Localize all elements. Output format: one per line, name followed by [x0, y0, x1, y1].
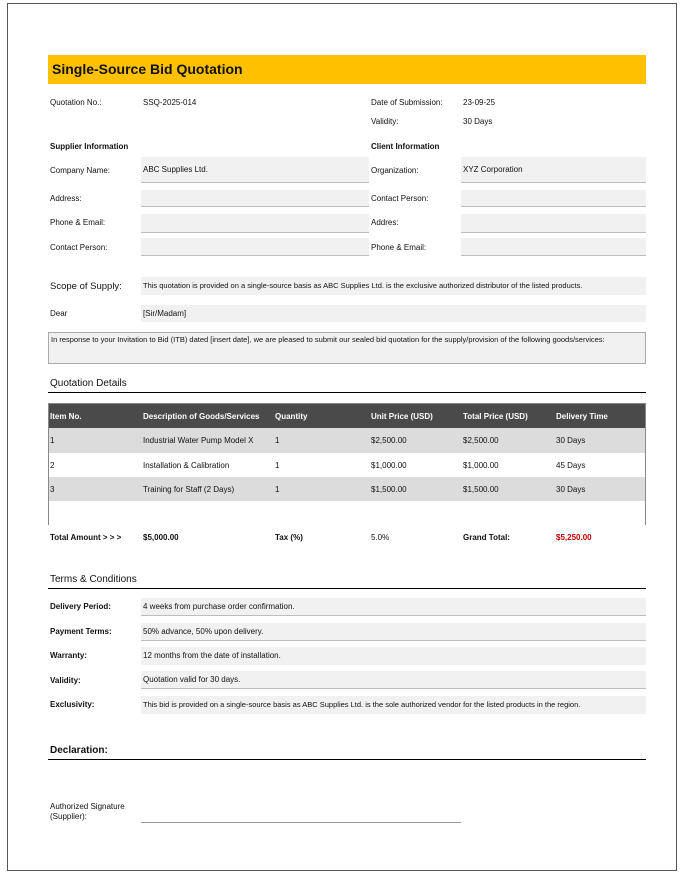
payment-terms-field[interactable]: [141, 623, 646, 641]
tax-value[interactable]: 5.0%: [371, 533, 390, 542]
validity-term-label: Validity:: [50, 676, 81, 685]
cell: $1,000.00: [463, 461, 499, 470]
cell: Training for Staff (2 Days): [143, 485, 235, 494]
cell: 1: [275, 436, 280, 445]
client-contact-label: Contact Person:: [371, 194, 429, 203]
supplier-address-label: Address:: [50, 194, 82, 203]
cell: $1,000.00: [371, 461, 407, 470]
signature-label-line2: (Supplier):: [50, 812, 87, 821]
cell: $1,500.00: [463, 485, 499, 494]
validity-term-field[interactable]: [141, 671, 646, 689]
table-row[interactable]: 3 Training for Staff (2 Days) 1 $1,500.0…: [49, 477, 645, 501]
signature-line[interactable]: [141, 822, 461, 823]
scope-field[interactable]: [141, 277, 646, 295]
client-address-label: Addres:: [371, 218, 399, 227]
scope-label: Scope of Supply:: [50, 281, 122, 292]
table-header: Item No. Description of Goods/Services Q…: [49, 404, 645, 428]
supplier-address-field[interactable]: [141, 190, 369, 207]
company-name-label: Company Name:: [50, 166, 111, 175]
supplier-phone-email-label: Phone & Email:: [50, 218, 106, 227]
signature-label-line1: Authorized Signature: [50, 802, 125, 811]
terms-heading: Terms & Conditions: [50, 574, 137, 585]
quotation-rule: [48, 392, 646, 393]
total-amount-label: Total Amount > > >: [50, 533, 122, 542]
col-description: Description of Goods/Services: [143, 412, 260, 421]
cell: 2: [50, 461, 55, 470]
validity-value[interactable]: 30 Days: [463, 117, 493, 126]
tax-label: Tax (%): [275, 533, 303, 542]
cell: 1: [275, 485, 280, 494]
page-title: Single-Source Bid Quotation: [48, 55, 646, 84]
delivery-period-value[interactable]: 4 weeks from purchase order confirmation…: [143, 602, 295, 611]
cell: $2,500.00: [371, 436, 407, 445]
quotation-heading: Quotation Details: [50, 378, 127, 389]
client-phone-email-label: Phone & Email:: [371, 243, 427, 252]
quotation-no-value[interactable]: SSQ-2025-014: [143, 98, 197, 107]
date-label: Date of Submission:: [371, 98, 443, 107]
organization-value[interactable]: XYZ Corporation: [463, 165, 523, 174]
client-contact-field[interactable]: [461, 190, 646, 207]
cell: 3: [50, 485, 55, 494]
payment-terms-label: Payment Terms:: [50, 627, 112, 636]
total-amount-value: $5,000.00: [143, 533, 179, 542]
supplier-contact-field[interactable]: [141, 238, 369, 256]
company-name-value[interactable]: ABC Supplies Ltd.: [143, 165, 208, 174]
cell: $2,500.00: [463, 436, 499, 445]
supplier-phone-email-field[interactable]: [141, 214, 369, 233]
payment-terms-value[interactable]: 50% advance, 50% upon delivery.: [143, 627, 264, 636]
warranty-label: Warranty:: [50, 651, 88, 660]
col-quantity: Quantity: [275, 412, 308, 421]
cell: 30 Days: [556, 485, 586, 494]
quotation-no-label: Quotation No.:: [50, 98, 102, 107]
grand-total-label: Grand Total:: [463, 533, 510, 542]
cell: 45 Days: [556, 461, 586, 470]
date-value[interactable]: 23-09-25: [463, 98, 496, 107]
supplier-contact-label: Contact Person:: [50, 243, 108, 252]
cell: $1,500.00: [371, 485, 407, 494]
supplier-heading: Supplier Information: [50, 142, 129, 151]
validity-label: Validity:: [371, 117, 399, 126]
table-row-empty[interactable]: [49, 501, 645, 525]
declaration-heading: Declaration:: [50, 745, 108, 756]
quotation-table: Item No. Description of Goods/Services Q…: [48, 403, 646, 525]
validity-term-value[interactable]: Quotation valid for 30 days.: [143, 675, 241, 684]
intro-box[interactable]: [48, 332, 646, 364]
dear-label: Dear: [50, 309, 68, 318]
exclusivity-field[interactable]: [141, 696, 646, 714]
table-row[interactable]: 1 Industrial Water Pump Model X 1 $2,500…: [49, 428, 645, 454]
col-delivery-time: Delivery Time: [556, 412, 608, 421]
warranty-field[interactable]: [141, 647, 646, 665]
organization-field[interactable]: [461, 157, 646, 183]
scope-value[interactable]: This quotation is provided on a single-s…: [143, 281, 583, 290]
cell: Installation & Calibration: [143, 461, 230, 470]
client-address-field[interactable]: [461, 214, 646, 233]
col-item-no: Item No.: [50, 412, 82, 421]
warranty-value[interactable]: 12 months from the date of installation.: [143, 651, 281, 660]
delivery-period-label: Delivery Period:: [50, 602, 111, 611]
exclusivity-value[interactable]: This bid is provided on a single-source …: [143, 700, 581, 709]
page-frame: [7, 3, 677, 871]
col-unit-price: Unit Price (USD): [371, 412, 433, 421]
col-total-price: Total Price (USD): [463, 412, 528, 421]
terms-rule: [48, 588, 646, 589]
table-row[interactable]: 2 Installation & Calibration 1 $1,000.00…: [49, 453, 645, 478]
client-heading: Client Information: [371, 142, 440, 151]
dear-field[interactable]: [141, 305, 646, 322]
delivery-period-field[interactable]: [141, 598, 646, 616]
organization-label: Organization:: [371, 166, 419, 175]
declaration-rule: [48, 759, 646, 760]
company-name-field[interactable]: [141, 157, 369, 183]
cell: 30 Days: [556, 436, 586, 445]
client-phone-email-field[interactable]: [461, 238, 646, 256]
exclusivity-label: Exclusivity:: [50, 700, 95, 709]
grand-total-value: $5,250.00: [556, 533, 592, 542]
cell: Industrial Water Pump Model X: [143, 436, 254, 445]
intro-text[interactable]: In response to your Invitation to Bid (I…: [51, 335, 605, 344]
dear-value[interactable]: [Sir/Madam]: [143, 309, 187, 318]
cell: 1: [275, 461, 280, 470]
cell: 1: [50, 436, 55, 445]
